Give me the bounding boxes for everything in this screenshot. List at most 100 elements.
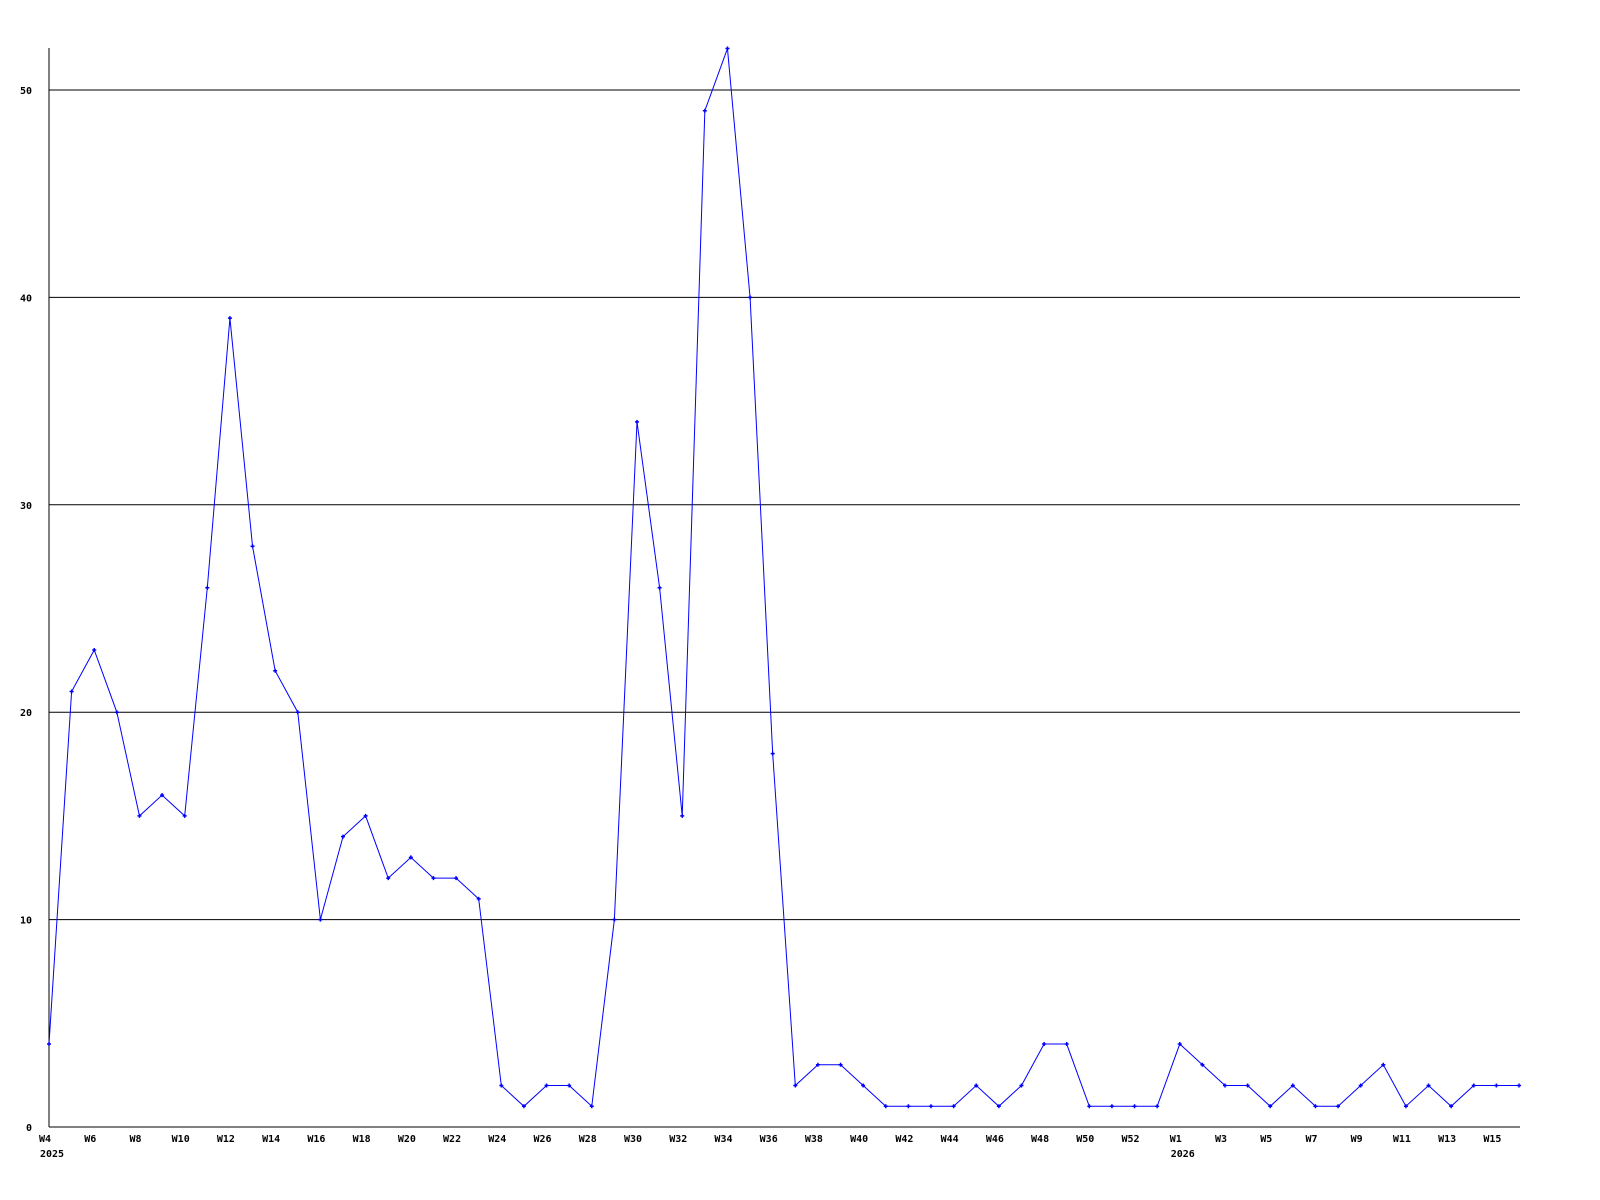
data-point	[454, 876, 459, 881]
data-point	[1336, 1104, 1341, 1109]
data-point	[589, 1104, 594, 1109]
x-tick-label: W15	[1483, 1134, 1501, 1145]
x-tick-label: W3	[1215, 1134, 1227, 1145]
y-tick-label: 20	[20, 708, 32, 719]
x-tick-label: W40	[850, 1134, 868, 1145]
data-point	[1449, 1104, 1454, 1109]
data-point	[1155, 1104, 1160, 1109]
data-point	[815, 1062, 820, 1067]
data-point	[1517, 1083, 1521, 1088]
data-point	[635, 419, 639, 424]
x-tick-label: W52	[1122, 1134, 1140, 1145]
data-point	[612, 917, 617, 922]
data-point	[363, 813, 368, 818]
data-point	[227, 316, 232, 321]
x-tick-label: W11	[1393, 1134, 1411, 1145]
data-point	[838, 1062, 843, 1067]
data-point	[929, 1104, 933, 1109]
data-point	[386, 876, 391, 881]
data-point	[1087, 1104, 1092, 1109]
data-point	[1403, 1104, 1408, 1109]
data-point	[408, 855, 413, 860]
x-tick-label: W22	[443, 1134, 461, 1145]
data-point	[341, 834, 345, 839]
data-point	[1109, 1104, 1114, 1109]
x-tick-label: W36	[760, 1134, 778, 1145]
x-tick-label: W34	[714, 1134, 732, 1145]
data-point	[114, 710, 119, 715]
data-point	[1494, 1083, 1499, 1088]
x-tick-label: W5	[1260, 1134, 1272, 1145]
x-tick-label: W28	[579, 1134, 597, 1145]
data-point	[476, 896, 481, 901]
data-point	[318, 917, 323, 922]
y-tick-label: 40	[20, 293, 32, 304]
data-point	[499, 1083, 504, 1088]
data-point	[544, 1083, 549, 1088]
data-point	[431, 876, 436, 881]
y-tick-label: 50	[20, 86, 32, 97]
data-point	[1200, 1062, 1205, 1067]
data-point	[1381, 1062, 1386, 1067]
data-point	[1426, 1083, 1431, 1088]
x-tick-label: W18	[353, 1134, 371, 1145]
data-point	[1132, 1104, 1137, 1109]
y-tick-label: 30	[20, 501, 32, 512]
data-point	[793, 1083, 798, 1088]
x-tick-label: W32	[669, 1134, 687, 1145]
data-point	[1313, 1104, 1318, 1109]
data-point	[92, 647, 97, 652]
data-point	[47, 1042, 51, 1047]
x-tick-label: W20	[398, 1134, 416, 1145]
data-point	[1019, 1083, 1024, 1088]
y-tick-label: 0	[26, 1123, 32, 1134]
x-tick-label: W13	[1438, 1134, 1456, 1145]
x-tick-label: W44	[941, 1134, 959, 1145]
x-tick-label: W30	[624, 1134, 642, 1145]
data-point	[1268, 1104, 1273, 1109]
data-point	[883, 1104, 888, 1109]
x-tick-label: W24	[488, 1134, 506, 1145]
data-point	[295, 710, 300, 715]
x-tick-label: W6	[84, 1134, 96, 1145]
data-point	[1177, 1042, 1182, 1047]
x-tick-label: W50	[1076, 1134, 1094, 1145]
data-point	[770, 751, 775, 756]
data-point	[69, 689, 74, 694]
x-tick-label: W7	[1305, 1134, 1317, 1145]
x-tick-label: W8	[129, 1134, 141, 1145]
data-point	[974, 1083, 979, 1088]
x-tick-label: W26	[534, 1134, 552, 1145]
data-point	[567, 1083, 572, 1088]
data-point	[1290, 1083, 1295, 1088]
data-point	[521, 1104, 526, 1109]
y-tick-label: 10	[20, 916, 32, 927]
x-tick-label: W10	[172, 1134, 190, 1145]
data-point	[951, 1104, 956, 1109]
x-tick-label: W48	[1031, 1134, 1049, 1145]
data-point	[906, 1104, 911, 1109]
x-tick-label: W42	[895, 1134, 913, 1145]
data-point	[250, 544, 255, 549]
x-tick-label: W46	[986, 1134, 1004, 1145]
x-tick-label: W9	[1351, 1134, 1363, 1145]
data-point	[861, 1083, 866, 1088]
data-point	[1245, 1083, 1250, 1088]
data-point	[160, 793, 165, 798]
data-point	[702, 108, 707, 113]
data-point	[1471, 1083, 1476, 1088]
x-tick-label: W12	[217, 1134, 235, 1145]
data-point	[748, 295, 753, 300]
data-point	[1064, 1042, 1069, 1047]
data-point	[680, 813, 685, 818]
x-tick-label: W16	[307, 1134, 325, 1145]
x-tick-label: W1	[1170, 1134, 1182, 1145]
data-point	[1042, 1042, 1047, 1047]
x-tick-label: W38	[805, 1134, 823, 1145]
data-point	[1358, 1083, 1363, 1088]
data-point	[137, 813, 142, 818]
data-point	[996, 1104, 1001, 1109]
x-tick-label: W14	[262, 1134, 280, 1145]
data-point	[273, 668, 278, 673]
